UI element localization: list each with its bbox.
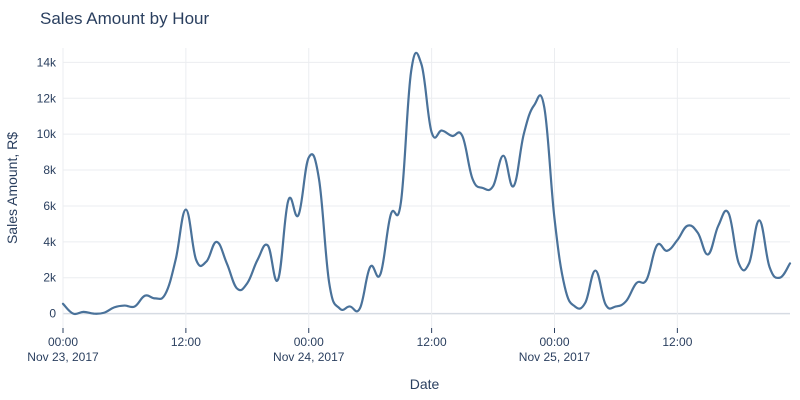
y-tick-label: 8k [43,163,57,177]
y-tick-label: 12k [37,91,57,105]
x-tick-date-label: Nov 24, 2017 [273,350,345,364]
x-tick-label: 12:00 [662,335,692,349]
x-tick-label: 00:00 [48,335,78,349]
y-axis-title: Sales Amount, R$ [4,132,20,244]
x-axis-title: Date [410,376,440,392]
x-tick-date-label: Nov 25, 2017 [519,350,591,364]
y-tick-label: 10k [37,127,57,141]
chart-title: Sales Amount by Hour [40,9,210,28]
y-tick-label: 4k [43,235,57,249]
sales-line [61,51,792,316]
y-tick-label: 0 [49,307,56,321]
x-tick-date-label: Nov 23, 2017 [27,350,99,364]
x-tick-label: 12:00 [417,335,447,349]
x-tick-label: 00:00 [294,335,324,349]
y-tick-label: 14k [37,55,57,69]
x-tick-label: 00:00 [539,335,569,349]
y-tick-label: 2k [43,271,57,285]
x-tick-label: 12:00 [171,335,201,349]
y-tick-label: 6k [43,199,57,213]
